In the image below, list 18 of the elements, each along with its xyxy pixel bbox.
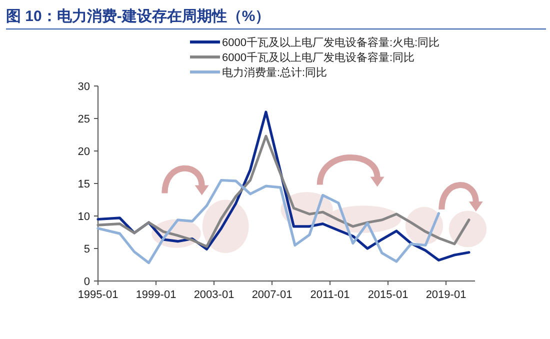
x-tick-label: 2019-01 xyxy=(426,289,466,301)
y-tick-label: 20 xyxy=(78,146,90,158)
legend-label: 6000千瓦及以上电厂发电设备容量:同比 xyxy=(222,51,415,64)
title: 图 10：电力消费-建设存在周期性（%） xyxy=(6,8,270,25)
x-tick-label: 2015-01 xyxy=(368,289,408,301)
y-tick-label: 15 xyxy=(78,178,90,190)
y-tick-label: 10 xyxy=(78,211,90,223)
x-tick-label: 2007-01 xyxy=(252,289,292,301)
x-tick-label: 1995-01 xyxy=(78,289,118,301)
y-tick-label: 25 xyxy=(78,114,90,126)
x-tick-label: 2003-01 xyxy=(194,289,234,301)
x-tick-label: 2011-01 xyxy=(310,289,350,301)
x-tick-label: 1999-01 xyxy=(136,289,176,301)
legend-label: 6000千瓦及以上电厂发电设备容量:火电:同比 xyxy=(222,36,440,49)
y-tick-label: 5 xyxy=(84,244,90,256)
legend-label: 电力消费量:总计:同比 xyxy=(222,66,328,79)
y-tick-label: 0 xyxy=(84,276,90,288)
y-tick-label: 30 xyxy=(78,81,90,93)
